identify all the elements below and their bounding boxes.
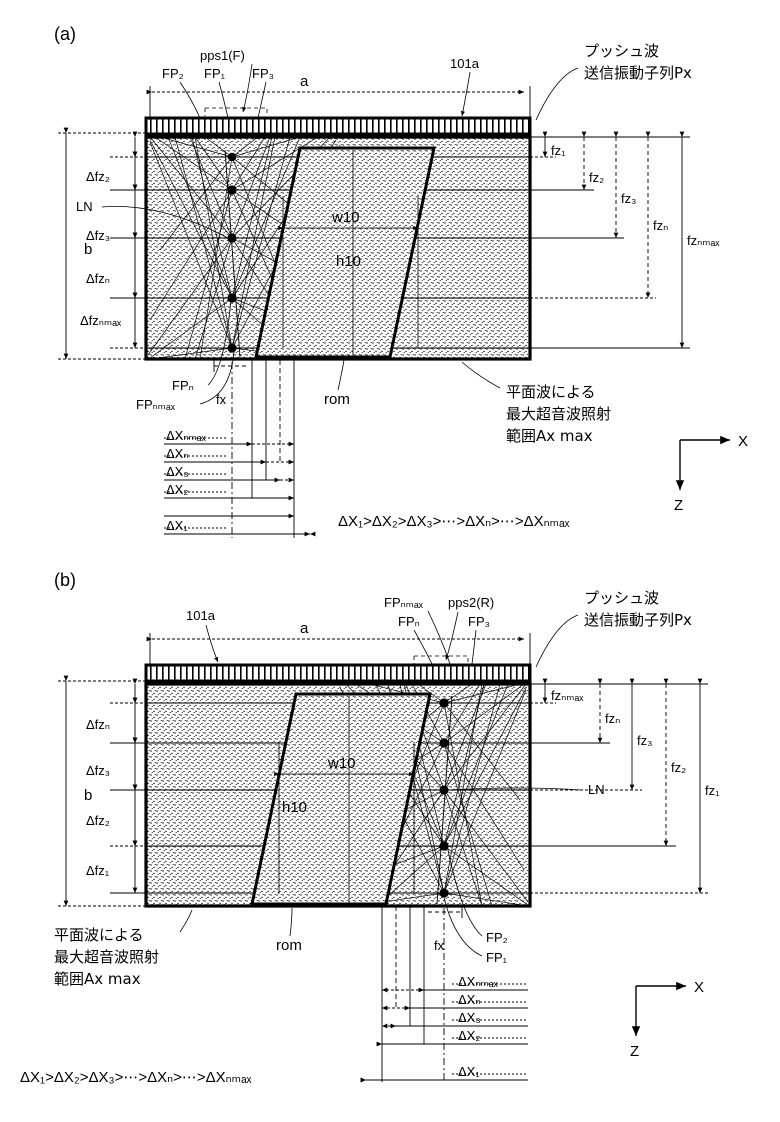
focal-line-label-a: LN	[76, 199, 93, 214]
focal-label-b-fp1: FP₁	[486, 950, 508, 965]
delta-fz-label-a-nmax: Δfzₙₘₐₓ	[80, 313, 122, 328]
array-caption-a-line2: 送信振動子列Px	[584, 64, 692, 82]
inequality-b: ΔX₁>ΔX₂>ΔX₃>⋯>ΔXₙ>⋯>ΔXₙₘₐₓ	[20, 1069, 252, 1086]
delta-fz-label-a-2: Δfz₂	[86, 169, 110, 184]
fx-label-a: fx	[216, 392, 227, 407]
focal-label-a-fpnmax: FPₙₘₐₓ	[136, 397, 176, 412]
delta-fz-label-a-3: Δfz₃	[86, 228, 110, 243]
fz-label-b-n: fzₙ	[605, 711, 620, 726]
focal-line-label-b: LN	[588, 782, 605, 797]
axis-x-label-a: X	[738, 433, 748, 450]
focal-label-b-fpn: FPₙ	[398, 614, 420, 629]
roi-height-label-b: h10	[282, 799, 307, 816]
depth-label-b: b	[84, 787, 92, 804]
plane-caption-b-line1: 平面波による	[54, 926, 144, 944]
delta-x-label-b-3: ΔX₃	[458, 1010, 481, 1025]
fz-label-b-3: fz₃	[637, 733, 652, 748]
aperture-label-a: a	[300, 73, 309, 90]
push-sequence-label-a: pps1(F)	[200, 48, 245, 63]
fz-label-a-1: fz₁	[551, 143, 566, 158]
focal-label-a-fpn: FPₙ	[172, 378, 194, 393]
fz-label-a-3: fz₃	[621, 191, 636, 206]
fz-label-a-n: fzₙ	[653, 218, 668, 233]
roi-width-label-b: w10	[327, 755, 356, 772]
depth-label-a: b	[84, 241, 92, 258]
axis-z-label-a: Z	[674, 497, 683, 514]
plane-caption-a-line3: 範囲Ax max	[506, 427, 593, 445]
roi-ref-label-b: rom	[276, 937, 302, 954]
panel-b-label: (b)	[54, 570, 76, 590]
delta-x-label-b-nmax: ΔXₙₘₐₓ	[458, 974, 498, 989]
fx-label-b: fx	[434, 938, 445, 953]
delta-x-label-b-1: ΔX₁	[458, 1064, 480, 1079]
axis-x-label-b: X	[694, 979, 704, 996]
array-caption-a-line1: プッシュ波	[584, 42, 659, 60]
array-caption-b-line2: 送信振動子列Px	[584, 611, 692, 629]
patent-figure: (a)	[0, 0, 780, 1122]
focal-label-a-fp1: FP₁	[204, 66, 226, 81]
array-caption-b-line1: プッシュ波	[584, 589, 659, 607]
inequality-a: ΔX₁>ΔX₂>ΔX₃>⋯>ΔXₙ>⋯>ΔXₙₘₐₓ	[338, 513, 570, 530]
panel-a-label: (a)	[54, 24, 76, 44]
transducer-array-a	[146, 118, 530, 134]
focal-label-a-fp3: FP₃	[252, 66, 274, 81]
delta-fz-label-b-1: Δfz₁	[86, 863, 110, 878]
transducer-array-b	[146, 665, 530, 681]
delta-fz-label-b-n: Δfzₙ	[86, 717, 110, 732]
delta-fz-label-b-3: Δfz₃	[86, 763, 110, 778]
delta-x-label-a-1: ΔX₁	[166, 518, 188, 533]
fz-label-a-2: fz₂	[589, 170, 604, 185]
plane-caption-b-line3: 範囲Ax max	[54, 970, 141, 988]
focal-label-b-fp2: FP₂	[486, 930, 508, 945]
delta-fz-label-b-2: Δfz₂	[86, 813, 110, 828]
plane-caption-a-line1: 平面波による	[506, 383, 596, 401]
roi-ref-label-a: rom	[324, 391, 350, 408]
fz-label-a-nmax: fzₙₘₐₓ	[687, 233, 720, 248]
push-sequence-label-b: pps2(R)	[448, 595, 494, 610]
plane-caption-a-line2: 最大超音波照射	[506, 405, 611, 423]
fz-label-b-nmax: fzₙₘₐₓ	[551, 688, 584, 703]
focal-label-b-fpnmax: FPₙₘₐₓ	[384, 595, 424, 610]
fz-label-b-1: fz₁	[705, 783, 720, 798]
probe-ref-label-b: 101a	[186, 608, 216, 623]
delta-x-label-a-2: ΔX₂	[166, 482, 188, 497]
axis-z-label-b: Z	[630, 1043, 639, 1060]
roi-width-label-a: w10	[331, 209, 360, 226]
delta-fz-label-a-n: Δfzₙ	[86, 271, 110, 286]
delta-x-label-a-n: ΔXₙ	[166, 446, 189, 461]
plane-caption-b-line2: 最大超音波照射	[54, 948, 159, 966]
delta-x-label-b-n: ΔXₙ	[458, 992, 481, 1007]
roi-height-label-a: h10	[336, 253, 361, 270]
delta-x-label-b-2: ΔX₂	[458, 1028, 480, 1043]
focal-label-a-fp2: FP₂	[162, 66, 184, 81]
probe-ref-label-a: 101a	[450, 56, 480, 71]
aperture-label-b: a	[300, 620, 309, 637]
delta-x-label-a-nmax: ΔXₙₘₐₓ	[166, 428, 206, 443]
delta-x-label-a-3: ΔX₃	[166, 464, 189, 479]
fz-label-b-2: fz₂	[671, 760, 686, 775]
focal-label-b-fp3: FP₃	[468, 614, 490, 629]
